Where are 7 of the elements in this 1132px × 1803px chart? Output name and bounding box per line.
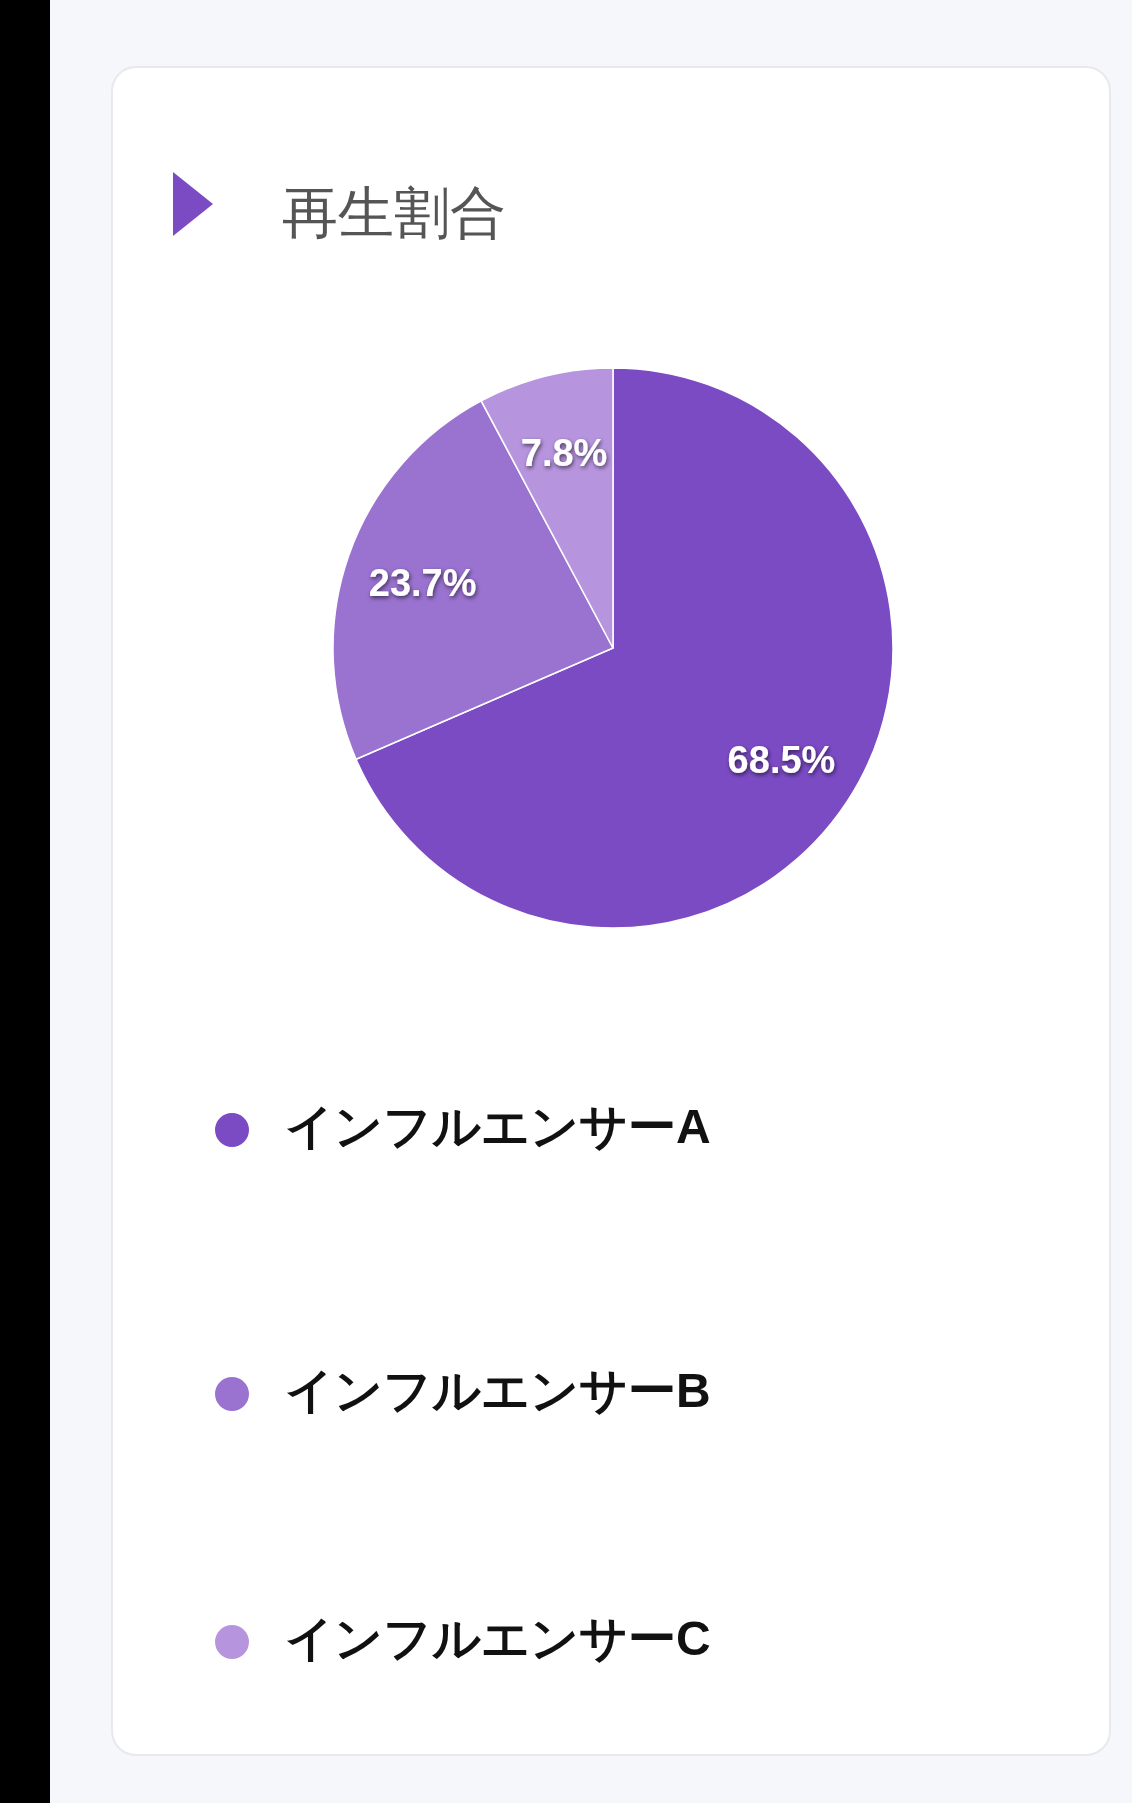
- chart-title: 再生割合: [282, 181, 506, 244]
- legend-label: インフルエンサーA: [285, 1099, 711, 1153]
- data-label: 68.5%: [727, 738, 836, 781]
- legend-label: インフルエンサーC: [285, 1611, 711, 1665]
- data-label: 7.8%: [520, 432, 608, 475]
- legend-label: インフルエンサーB: [285, 1363, 711, 1417]
- data-label: 23.7%: [368, 561, 477, 604]
